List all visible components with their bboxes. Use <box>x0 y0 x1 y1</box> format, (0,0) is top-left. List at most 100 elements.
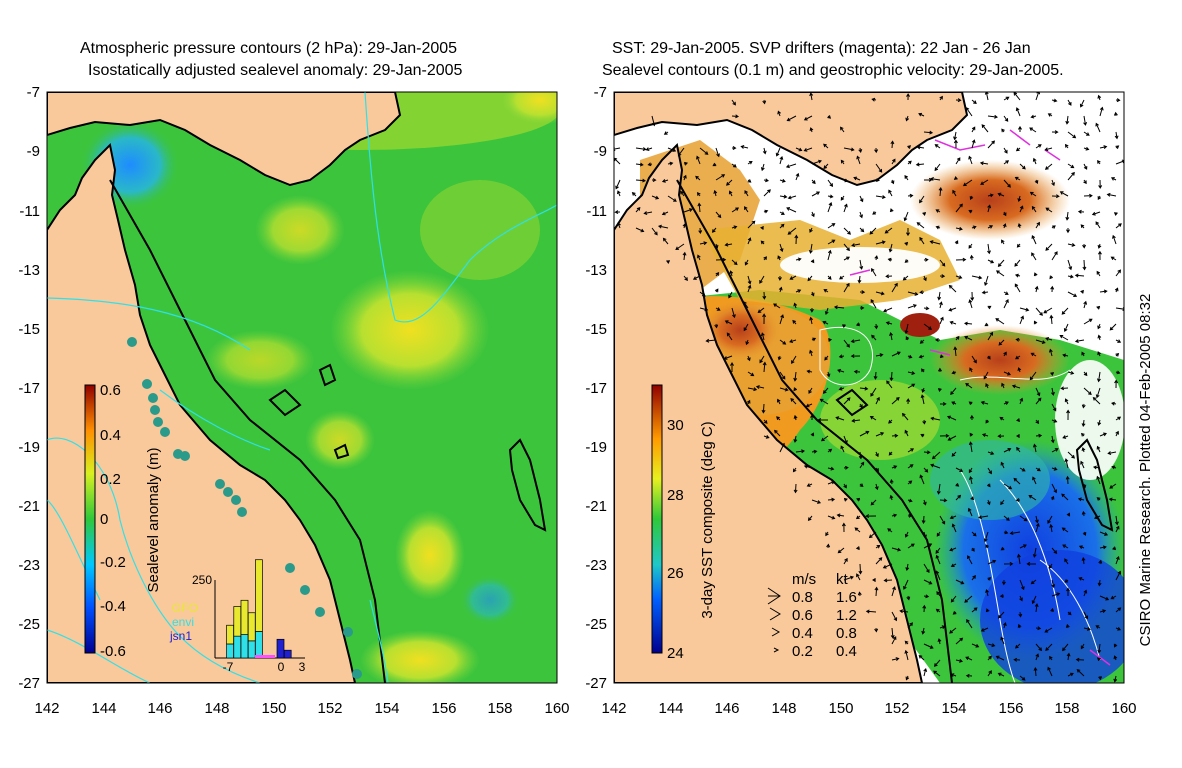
x-tick: 158 <box>487 700 512 717</box>
velocity-arrow <box>843 203 848 213</box>
velocity-arrow <box>869 416 877 421</box>
velocity-arrow <box>809 349 813 357</box>
velocity-arrow <box>805 403 813 408</box>
velocity-arrow <box>949 547 957 552</box>
velocity-arrow <box>853 176 861 181</box>
velocity-arrow <box>1074 339 1085 343</box>
velocity-arrow <box>1050 495 1055 501</box>
velocity-arrow <box>1083 626 1091 631</box>
velocity-arrow <box>971 275 983 280</box>
velocity-arrow <box>933 659 941 667</box>
velocity-arrow <box>724 242 733 247</box>
velocity-arrow <box>810 259 815 264</box>
velocity-arrow <box>987 114 998 119</box>
velocity-arrow <box>1062 353 1069 358</box>
velocity-arrow <box>841 522 846 533</box>
velocity-arrow <box>777 275 782 281</box>
velocity-arrow <box>1014 259 1021 267</box>
velocity-arrow <box>874 586 879 597</box>
velocity-arrow <box>968 299 973 309</box>
velocity-arrow <box>1074 273 1085 278</box>
velocity-arrow <box>953 346 958 357</box>
velocity-arrow <box>1083 179 1087 185</box>
velocity-arrow <box>793 387 798 392</box>
velocity-arrow <box>971 126 976 133</box>
velocity-arrow <box>728 190 733 197</box>
velocity-arrow <box>955 226 963 231</box>
velocity-arrow <box>949 627 957 634</box>
velocity-arrow <box>760 332 765 341</box>
velocity-arrow <box>1035 307 1043 316</box>
velocity-arrow <box>667 195 677 202</box>
velocity-arrow <box>635 178 646 183</box>
velocity-arrow <box>951 523 957 533</box>
velocity-arrow <box>1097 643 1102 654</box>
velocity-arrow <box>697 202 702 213</box>
velocity-arrow <box>1047 666 1053 677</box>
velocity-arrow <box>888 419 893 424</box>
velocity-arrow <box>791 355 797 365</box>
right-y-axis: -7 -9 -11 -13 -15 -17 -19 -21 -23 -25 -2… <box>585 84 607 692</box>
y-tick: -11 <box>19 203 40 220</box>
velocity-arrow <box>968 209 973 214</box>
velocity-arrow <box>936 483 941 495</box>
velocity-arrow <box>793 302 798 309</box>
velocity-arrow <box>811 159 822 165</box>
velocity-arrow <box>843 178 849 183</box>
velocity-arrow <box>843 256 850 261</box>
velocity-arrow <box>885 321 893 326</box>
velocity-arrow <box>757 307 765 314</box>
velocity-arrow <box>811 499 822 504</box>
velocity-arrow <box>835 416 845 421</box>
velocity-arrow <box>923 543 933 549</box>
velocity-arrow <box>995 270 1005 277</box>
velocity-arrow <box>955 658 963 663</box>
velocity-arrow <box>1059 191 1069 197</box>
y-tick: -25 <box>18 616 40 633</box>
speed-legend-header-kt: kt <box>836 571 849 588</box>
velocity-arrow <box>775 147 781 157</box>
velocity-arrow <box>1113 211 1118 217</box>
velocity-arrow <box>1097 243 1102 249</box>
right-colorbar-ticks: 30 28 26 24 <box>667 417 684 662</box>
velocity-arrow <box>1035 515 1039 524</box>
velocity-arrow <box>715 211 722 219</box>
velocity-arrow <box>904 640 909 645</box>
velocity-arrow <box>699 241 708 246</box>
velocity-arrow <box>1097 94 1102 101</box>
x-tick: 148 <box>771 700 796 717</box>
velocity-arrow <box>747 237 752 245</box>
velocity-arrow <box>950 595 957 603</box>
velocity-arrow <box>891 397 900 405</box>
y-tick: -15 <box>18 321 40 338</box>
velocity-arrow <box>1114 287 1119 293</box>
velocity-arrow <box>840 445 845 453</box>
velocity-arrow <box>1095 122 1101 133</box>
velocity-arrow <box>762 361 767 373</box>
velocity-arrow <box>662 237 669 245</box>
right-colorbar <box>651 384 663 654</box>
velocity-arrow <box>810 432 815 437</box>
velocity-arrow <box>1067 243 1076 247</box>
velocity-arrow <box>1001 239 1005 245</box>
velocity-arrow <box>715 272 720 277</box>
velocity-arrow <box>1017 367 1022 373</box>
velocity-arrow <box>858 563 863 575</box>
velocity-arrow <box>1014 283 1021 293</box>
velocity-arrow <box>907 145 911 149</box>
australia-land-right <box>614 142 924 683</box>
x-tick: 146 <box>147 700 172 717</box>
velocity-arrow <box>843 575 854 581</box>
velocity-arrow <box>1035 522 1040 533</box>
velocity-arrow <box>922 419 927 425</box>
velocity-arrow <box>763 435 770 439</box>
velocity-arrow <box>1029 371 1037 381</box>
velocity-arrow <box>1051 98 1058 103</box>
x-tick: 158 <box>1054 700 1079 717</box>
velocity-arrow <box>1051 547 1058 554</box>
velocity-arrow <box>1066 227 1070 234</box>
velocity-arrow <box>843 243 850 252</box>
velocity-arrow <box>923 531 927 539</box>
velocity-arrow <box>1110 595 1117 600</box>
velocity-arrow <box>843 557 848 565</box>
